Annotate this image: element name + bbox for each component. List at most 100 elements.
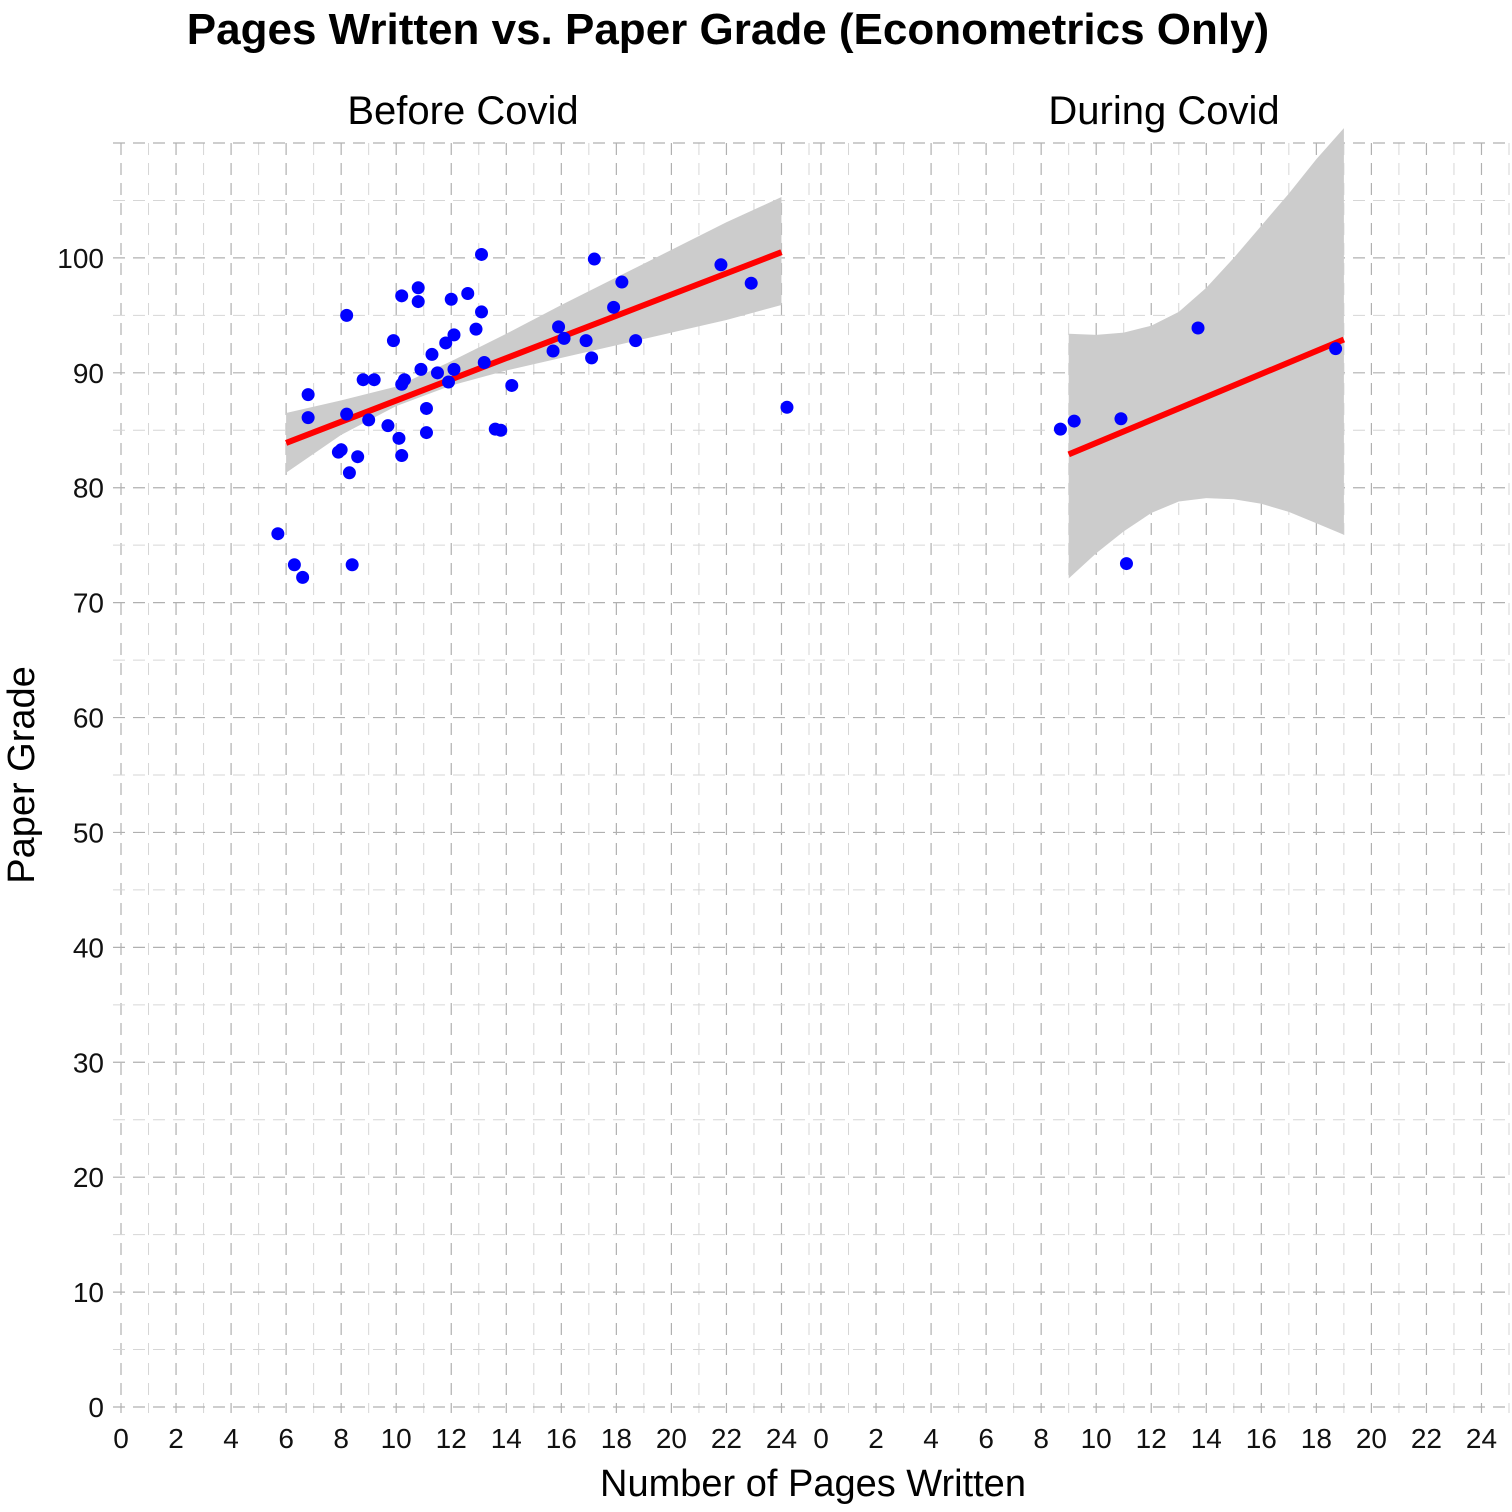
data-point (411, 281, 425, 295)
x-tick-label: 12 (1136, 1423, 1167, 1454)
data-point (1067, 414, 1081, 428)
data-point (356, 373, 370, 387)
data-point (494, 423, 508, 437)
x-tick-label: 10 (1081, 1423, 1112, 1454)
confidence-ribbons (286, 128, 1344, 579)
data-point (430, 366, 444, 380)
y-tick-label: 100 (57, 243, 104, 274)
data-point (392, 431, 406, 445)
data-point (587, 252, 601, 266)
chart-title: Pages Written vs. Paper Grade (Econometr… (187, 5, 1269, 54)
x-tick-label: 10 (381, 1423, 412, 1454)
x-tick-label: 24 (766, 1423, 797, 1454)
confidence-ribbon (1068, 128, 1344, 579)
x-tick-label: 18 (1301, 1423, 1332, 1454)
y-tick-label: 10 (73, 1277, 104, 1308)
y-tick-label: 30 (73, 1047, 104, 1078)
data-point (744, 276, 758, 290)
data-point (444, 292, 458, 306)
x-tick-label: 22 (1411, 1423, 1442, 1454)
data-point (585, 351, 599, 365)
x-tick-label: 6 (278, 1423, 294, 1454)
data-point (381, 419, 395, 433)
x-tick-label: 4 (923, 1423, 939, 1454)
x-tick-label: 16 (1246, 1423, 1277, 1454)
data-point (552, 320, 566, 334)
x-tick-label: 0 (113, 1423, 129, 1454)
data-point (414, 362, 428, 376)
x-tick-label: 22 (711, 1423, 742, 1454)
data-point (340, 407, 354, 421)
data-point (1114, 412, 1128, 426)
data-point (579, 334, 593, 348)
x-tick-label: 14 (491, 1423, 522, 1454)
axis-ticks: 0 2 4 6 8 10 12 14 16 18 20 22 24 0 2 4 6 8 10 12 14 16 18 20 22… (57, 243, 1497, 1454)
fit-line (285, 249, 783, 446)
data-point (271, 527, 285, 541)
data-point (362, 413, 376, 427)
data-point (287, 558, 301, 572)
data-point (439, 336, 453, 350)
x-tick-label: 20 (1356, 1423, 1387, 1454)
data-point (447, 328, 461, 342)
y-tick-label: 70 (73, 588, 104, 619)
data-point (301, 411, 315, 425)
data-point (505, 378, 519, 392)
data-point (345, 558, 359, 572)
data-point (334, 443, 348, 457)
data-point (419, 426, 433, 440)
data-point (1053, 422, 1067, 436)
panel-title-during-covid: During Covid (1048, 89, 1279, 133)
y-tick-label: 80 (73, 473, 104, 504)
data-point (296, 570, 310, 584)
x-tick-label: 24 (1466, 1423, 1497, 1454)
x-tick-label: 8 (1033, 1423, 1049, 1454)
x-tick-label: 14 (1191, 1423, 1222, 1454)
data-point (1119, 557, 1133, 571)
data-point (461, 287, 475, 301)
x-tick-label: 0 (813, 1423, 829, 1454)
fit-line (1067, 336, 1346, 458)
y-tick-label: 20 (73, 1162, 104, 1193)
data-point (419, 401, 433, 415)
data-point (557, 331, 571, 345)
x-axis-title: Number of Pages Written (600, 1463, 1026, 1505)
panel-title-before-covid: Before Covid (347, 89, 578, 133)
data-point (546, 344, 560, 358)
data-point (477, 355, 491, 369)
x-tick-label: 6 (978, 1423, 994, 1454)
data-point (447, 362, 461, 376)
data-point (1191, 321, 1205, 335)
data-point (367, 373, 381, 387)
y-tick-label: 90 (73, 358, 104, 389)
x-tick-label: 20 (656, 1423, 687, 1454)
y-tick-label: 40 (73, 932, 104, 963)
x-tick-label: 18 (601, 1423, 632, 1454)
data-point (629, 334, 643, 348)
data-point (395, 449, 409, 463)
data-point (441, 375, 455, 389)
x-tick-label: 4 (223, 1423, 239, 1454)
y-tick-label: 50 (73, 817, 104, 848)
y-tick-label: 60 (73, 703, 104, 734)
data-point (607, 300, 621, 314)
data-point (411, 295, 425, 309)
x-tick-label: 8 (333, 1423, 349, 1454)
data-point (425, 347, 439, 361)
data-point (475, 305, 489, 319)
x-tick-label: 2 (868, 1423, 884, 1454)
y-tick-label: 0 (88, 1392, 104, 1423)
data-points (271, 247, 1343, 584)
data-point (714, 258, 728, 272)
fit-lines (285, 249, 1346, 458)
x-tick-label: 12 (436, 1423, 467, 1454)
data-point (395, 289, 409, 303)
data-point (386, 334, 400, 348)
data-point (780, 400, 794, 414)
y-axis-title: Paper Grade (1, 666, 43, 884)
x-tick-label: 16 (546, 1423, 577, 1454)
x-tick-label: 2 (168, 1423, 184, 1454)
data-point (469, 322, 483, 336)
confidence-ribbon (286, 197, 782, 473)
